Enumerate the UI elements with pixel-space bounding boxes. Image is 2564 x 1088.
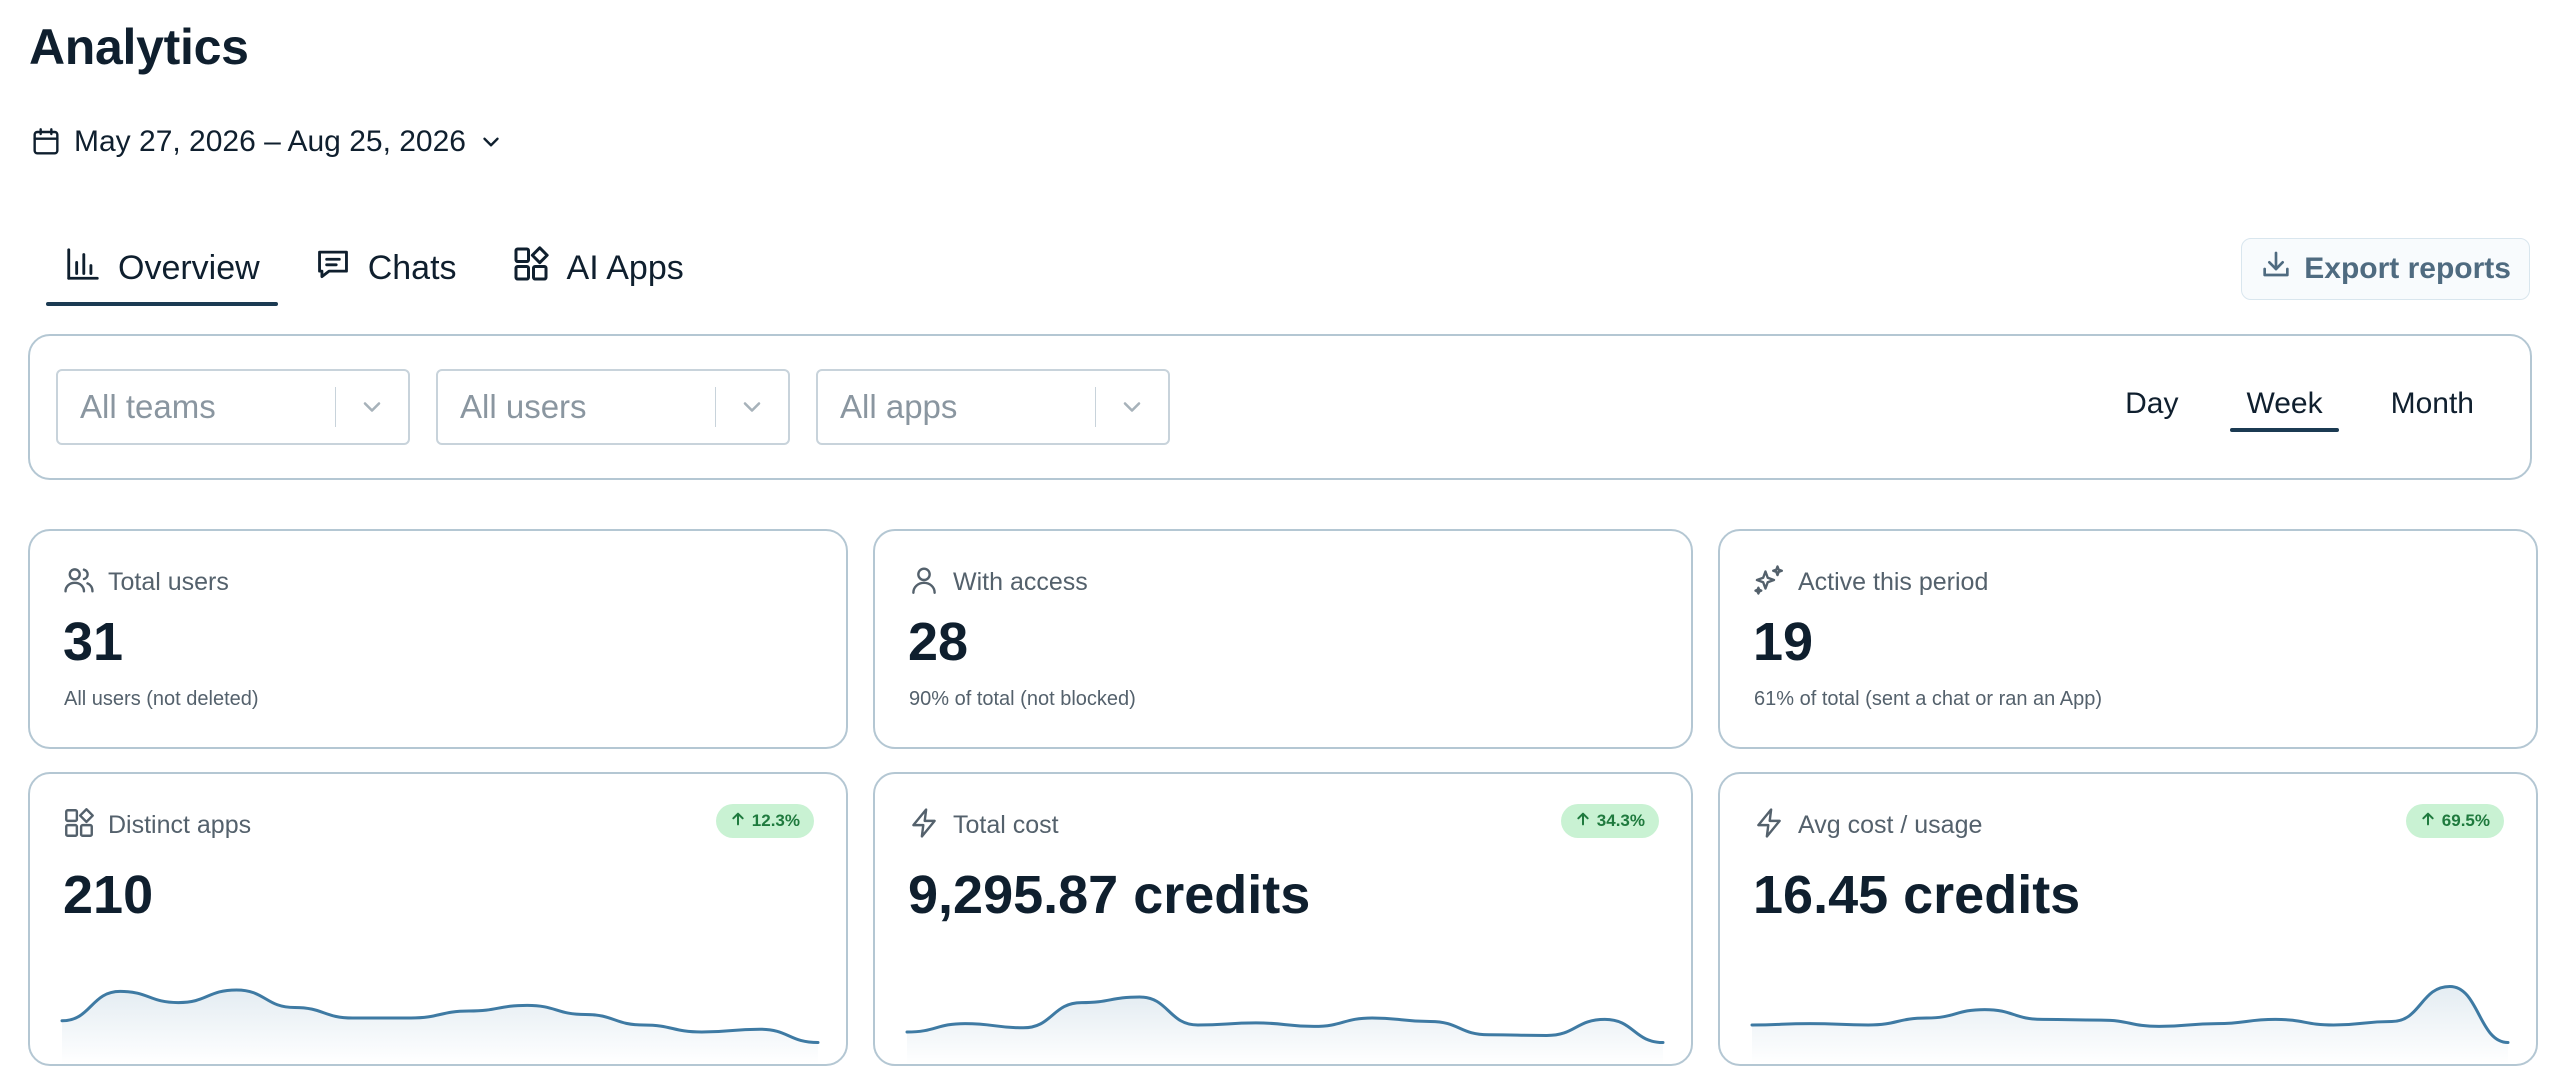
metric-card-distinct-apps: Distinct apps 12.3% 210 (28, 772, 848, 1066)
change-badge: 34.3% (1560, 804, 1659, 838)
apps-select[interactable]: All apps (816, 369, 1170, 445)
sparkline-line (1750, 984, 2510, 1044)
date-range-label: May 27, 2026 – Aug 25, 2026 (74, 125, 466, 158)
stat-value: 28 (908, 612, 969, 672)
stat-value: 31 (63, 612, 124, 672)
stat-label: Active this period (1798, 568, 1989, 596)
period-toggle: Day Week Month (2109, 376, 2490, 432)
metric-label: Avg cost / usage (1798, 811, 1983, 839)
sparkline-chart (60, 988, 820, 1064)
period-week[interactable]: Week (2230, 376, 2339, 432)
date-range-picker[interactable]: May 27, 2026 – Aug 25, 2026 (30, 118, 504, 166)
apps-select-value: All apps (840, 388, 958, 425)
download-icon (2260, 249, 2292, 289)
sparkline-line (60, 988, 820, 1044)
analytics-tabs: Overview Chats AI Apps (46, 236, 720, 306)
arrow-up-icon (2420, 811, 2436, 832)
change-badge: 69.5% (2405, 804, 2504, 838)
sparkline-area (1752, 986, 2508, 1064)
metric-card-total-cost: Total cost 34.3% 9,295.87 credits (873, 772, 1693, 1066)
sparkline-chart (1750, 984, 2510, 1064)
teams-select[interactable]: All teams (56, 369, 410, 445)
export-reports-button[interactable]: Export reports (2241, 238, 2530, 300)
apps-icon (511, 244, 551, 293)
tab-chats[interactable]: Chats (296, 236, 475, 300)
tab-overview-label: Overview (118, 248, 260, 287)
metric-label: Total cost (953, 811, 1059, 839)
stat-label: With access (953, 568, 1088, 596)
stat-label: Total users (108, 568, 229, 596)
chat-icon (314, 245, 352, 292)
metric-value: 16.45 credits (1753, 865, 2081, 925)
filter-bar: All teams All users All apps Day Week Mo… (28, 334, 2532, 480)
bar-chart-icon (64, 245, 102, 292)
sparkline-line (905, 995, 1665, 1044)
calendar-icon (30, 125, 62, 159)
teams-select-value: All teams (80, 388, 216, 425)
metric-value: 210 (63, 865, 154, 925)
stat-subtext: 61% of total (sent a chat or ran an App) (1754, 688, 2102, 710)
bolt-icon (1752, 806, 1786, 845)
bolt-icon (907, 806, 941, 845)
change-value: 69.5% (2441, 811, 2490, 830)
tab-overview[interactable]: Overview (46, 236, 278, 306)
sparkline-area (62, 990, 818, 1064)
page-title: Analytics (29, 19, 249, 75)
stat-subtext: 90% of total (not blocked) (909, 688, 1136, 710)
sparkline-chart (905, 995, 1665, 1064)
stat-subtext: All users (not deleted) (64, 688, 259, 710)
stat-value: 19 (1753, 612, 1814, 672)
users-icon (62, 563, 96, 602)
chevron-down-icon (1096, 393, 1168, 421)
select-divider (1094, 387, 1096, 427)
period-month[interactable]: Month (2390, 387, 2474, 420)
arrow-up-icon (730, 811, 746, 832)
tab-chats-label: Chats (367, 248, 457, 287)
tab-ai-apps[interactable]: AI Apps (493, 236, 702, 300)
users-select-value: All users (460, 388, 587, 425)
stat-card-with-access: With access 28 90% of total (not blocked… (873, 529, 1693, 749)
metric-label: Distinct apps (108, 811, 252, 839)
chevron-down-icon (478, 129, 504, 155)
export-reports-label: Export reports (2304, 252, 2511, 285)
chevron-down-icon (716, 393, 788, 421)
stat-card-total-users: Total users 31 All users (not deleted) (28, 529, 848, 749)
metric-value: 9,295.87 credits (908, 865, 1311, 925)
change-badge: 12.3% (715, 804, 814, 838)
metric-card-avg-cost: Avg cost / usage 69.5% 16.45 credits (1718, 772, 2538, 1066)
apps-icon (62, 806, 96, 845)
sparkline-area (907, 997, 1663, 1064)
sparkles-icon (1752, 563, 1786, 602)
arrow-up-icon (1575, 811, 1591, 832)
stat-card-active-period: Active this period 19 61% of total (sent… (1718, 529, 2538, 749)
chevron-down-icon (336, 393, 408, 421)
tab-ai-apps-label: AI Apps (566, 248, 684, 287)
user-icon (907, 563, 941, 602)
change-value: 34.3% (1596, 811, 1645, 830)
select-divider (714, 387, 716, 427)
change-value: 12.3% (751, 811, 800, 830)
users-select[interactable]: All users (436, 369, 790, 445)
period-day[interactable]: Day (2125, 387, 2179, 420)
select-divider (334, 387, 336, 427)
